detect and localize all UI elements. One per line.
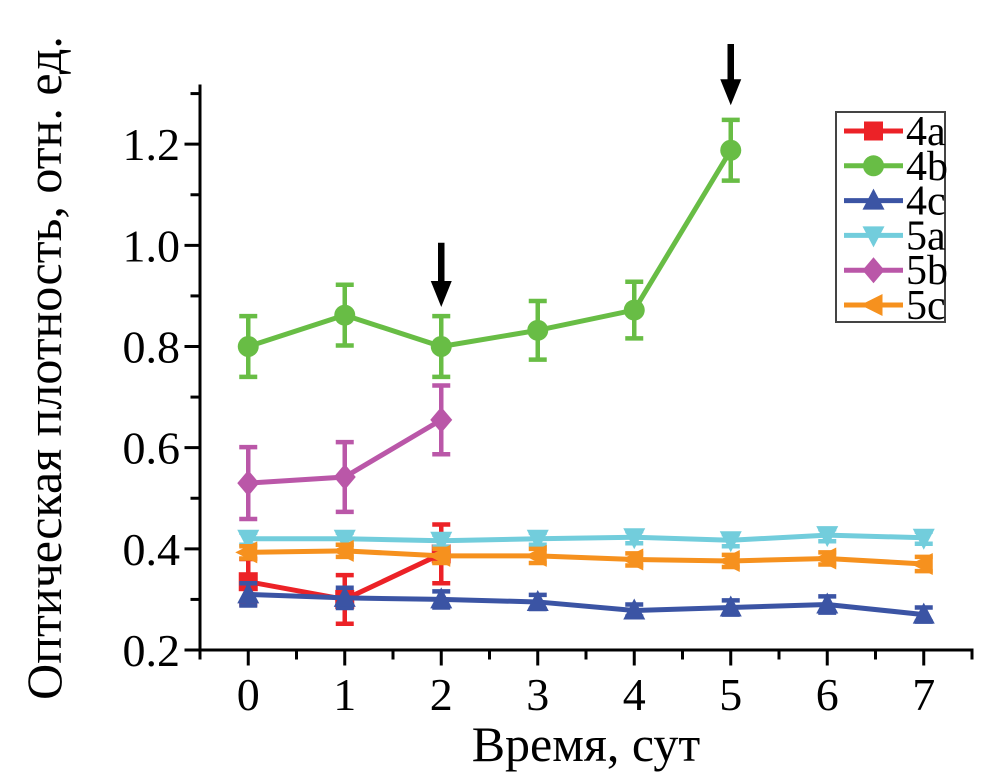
y-tick-label: 0.8 [123, 322, 181, 373]
legend-label: 5a [906, 213, 946, 259]
marker-4c [430, 587, 453, 609]
marker-4c [237, 582, 260, 604]
x-tick-label: 3 [526, 669, 549, 720]
marker-5a [430, 531, 453, 553]
arrow-annotation [720, 44, 742, 106]
marker-4b [237, 336, 259, 358]
series-line-5c [248, 548, 924, 567]
y-axis-title: Оптическая плотность, отн. ед. [16, 36, 72, 700]
legend-marker-4a [864, 121, 883, 141]
y-tick-label: 1.2 [123, 119, 181, 170]
marker-5c [717, 549, 740, 572]
marker-5c [524, 544, 547, 567]
marker-4c [719, 595, 742, 617]
marker-5b [430, 406, 453, 433]
series-line-4b [247, 148, 733, 350]
legend-item-4c: 4c [844, 179, 946, 225]
arrow-head-icon [720, 79, 742, 106]
marker-5c [331, 539, 354, 562]
x-tick-label: 0 [237, 669, 260, 720]
marker-5b [237, 470, 260, 497]
legend-marker-4b [863, 155, 884, 177]
legend-label: 4a [906, 109, 946, 155]
legend-label: 5b [906, 248, 948, 294]
arrow-head-icon [430, 281, 452, 308]
legend-marker-5a [862, 226, 885, 248]
marker-5a [237, 529, 260, 551]
x-tick-label: 2 [430, 669, 453, 720]
legend-label: 4b [906, 144, 948, 190]
marker-4c [912, 602, 935, 624]
marker-5c [428, 544, 451, 567]
legend-label: 5c [906, 283, 946, 329]
series-5a [237, 526, 935, 553]
marker-4b [623, 299, 645, 321]
y-tick-label: 0.6 [123, 423, 181, 474]
marker-4c [333, 585, 356, 607]
marker-5a [333, 529, 356, 551]
marker-5a [526, 529, 549, 551]
marker-5c [814, 547, 837, 570]
series-4b [237, 117, 742, 380]
legend-marker-5b [862, 257, 885, 284]
legend-box [835, 111, 946, 323]
marker-5c [621, 548, 644, 571]
y-tick-label: 0.4 [123, 524, 181, 575]
marker-4b [720, 139, 742, 161]
marker-5c [235, 541, 258, 564]
series-5b [237, 383, 453, 522]
x-tick-label: 1 [333, 669, 356, 720]
marker-4b [334, 304, 356, 326]
marker-5a [623, 528, 646, 550]
marker-5a [912, 528, 935, 550]
series-5c [235, 539, 933, 576]
legend-item-4b: 4b [844, 144, 948, 190]
series-line-5a [248, 532, 924, 544]
marker-4b [430, 336, 452, 358]
series-4c [237, 580, 935, 624]
marker-5a [816, 526, 839, 548]
marker-4c [623, 598, 646, 620]
marker-4c [816, 592, 839, 614]
series-line-4c [248, 591, 925, 618]
legend-item-5a: 5a [844, 213, 946, 259]
legend-marker-4c [862, 188, 885, 210]
marker-5c [910, 553, 933, 576]
marker-5a [719, 531, 742, 553]
x-axis-title: Время, сут [471, 716, 701, 772]
marker-4c [526, 589, 549, 611]
axes [184, 84, 974, 666]
x-tick-label: 6 [816, 669, 839, 720]
y-tick-label: 1.0 [123, 220, 181, 271]
x-tick-label: 4 [623, 669, 646, 720]
marker-4b [527, 319, 549, 341]
x-tick-label: 5 [719, 669, 742, 720]
x-tick-label: 7 [912, 669, 935, 720]
legend-label: 4c [906, 179, 946, 225]
legend-item-5c: 5c [844, 283, 946, 329]
legend-item-4a: 4a [844, 109, 946, 155]
legend-marker-5c [860, 294, 883, 316]
legend-item-5b: 5b [844, 248, 948, 294]
arrow-annotation [430, 242, 452, 308]
y-tick-label: 0.2 [123, 625, 181, 676]
marker-5b [333, 464, 356, 491]
